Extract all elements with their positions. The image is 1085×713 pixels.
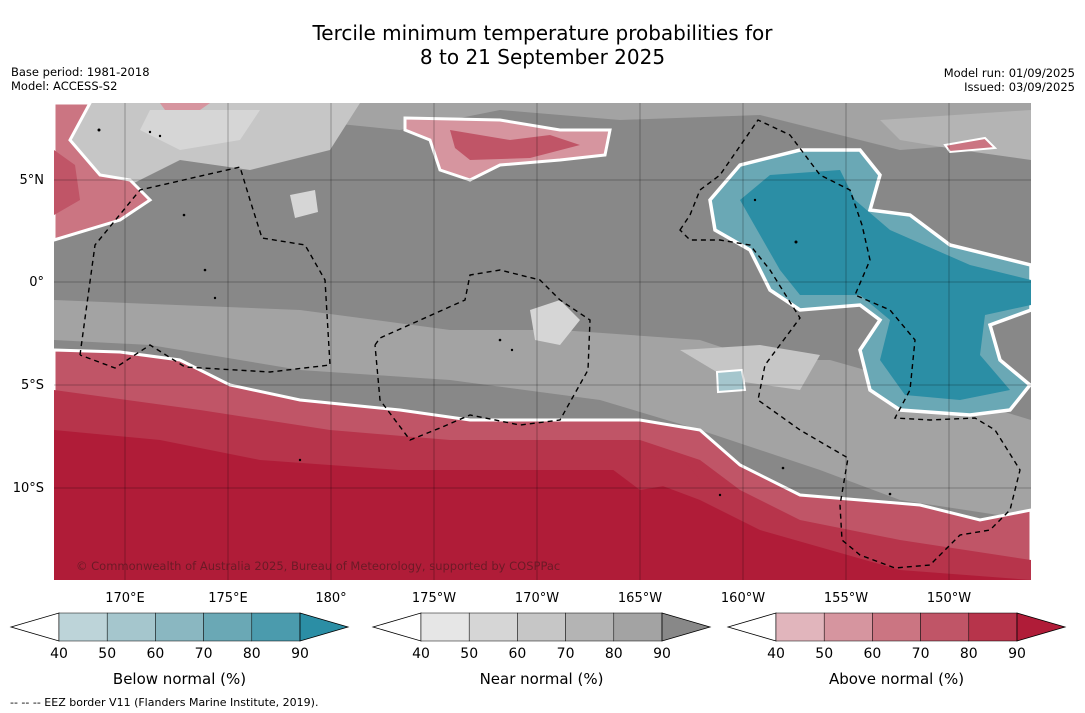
- colorbar-extend-high: [661, 612, 712, 642]
- below-normal-east-core: [740, 170, 1031, 400]
- above-normal-nw-sliver: [160, 103, 210, 110]
- colorbar-tick-label: 80: [243, 646, 261, 662]
- colorbar-tick-label: 90: [653, 646, 671, 662]
- lat-label: 5°N: [20, 173, 45, 188]
- colorbar-segment: [251, 612, 301, 642]
- above-normal-north-core: [450, 130, 580, 160]
- model-run-text: Model run: 01/09/2025: [943, 66, 1075, 80]
- longitude-labels: 170°E 175°E 180° 175°W 170°W 165°W 160°W…: [105, 591, 971, 606]
- colorbar-extend-low: [9, 612, 60, 642]
- lon-label: 180°: [315, 591, 346, 606]
- lat-label: 5°S: [21, 378, 44, 393]
- lon-label: 160°W: [721, 591, 765, 606]
- title-line-2: 8 to 21 September 2025: [419, 45, 666, 69]
- colorbar-segment: [613, 612, 663, 642]
- colorbar-tick-label: 70: [557, 646, 575, 662]
- colorbar-tick-label: 40: [412, 646, 430, 662]
- model-text: Model: ACCESS-S2: [11, 79, 118, 93]
- near-normal-patch-west: [290, 190, 318, 218]
- colorbar-segment: [823, 612, 873, 642]
- colorbar: 40 50 60 70 80 90 Above normal (%): [726, 612, 1067, 688]
- colorbar: 40 50 60 70 80 90 Below normal (%): [9, 612, 350, 688]
- title-line-1: Tercile minimum temperature probabilitie…: [312, 21, 773, 45]
- colorbar-segment: [58, 612, 108, 642]
- colorbar-extend-high: [1016, 612, 1067, 642]
- colorbar-segment: [872, 612, 921, 642]
- latitude-labels: 5°N 0° 5°S 10°S: [13, 173, 44, 496]
- colorbar-tick-label: 50: [98, 646, 116, 662]
- colorbar-segment: [155, 612, 204, 642]
- lat-label: 10°S: [13, 481, 44, 496]
- lon-label: 175°E: [208, 591, 248, 606]
- colorbar-label: Above normal (%): [829, 670, 964, 688]
- lon-label: 175°W: [412, 591, 456, 606]
- colorbar-tick-label: 60: [863, 646, 881, 662]
- above-normal-nw-core: [54, 150, 80, 215]
- colorbars: 40 50 60 70 80 90 Below normal (%) 40 50 60 70 80 90…: [9, 612, 1067, 688]
- above-normal-south-90: [54, 430, 1031, 580]
- colorbar-label: Near normal (%): [480, 670, 604, 688]
- colorbar-tick-label: 50: [460, 646, 478, 662]
- above-normal-patch: [600, 455, 700, 490]
- above-normal-nw: [54, 103, 153, 242]
- above-normal-ne-patch: [943, 136, 998, 154]
- colorbar-tick-label: 40: [50, 646, 68, 662]
- meta-left: Base period: 1981-2018 Model: ACCESS-S2: [11, 65, 150, 93]
- colorbar-label: Below normal (%): [113, 670, 246, 688]
- colorbar-tick-label: 80: [960, 646, 978, 662]
- meta-right: Model run: 01/09/2025 Issued: 03/09/2025: [944, 66, 1075, 94]
- colorbar-segment: [203, 612, 253, 642]
- colorbar-segment: [468, 612, 518, 642]
- near-normal-band-south: [54, 300, 1031, 520]
- below-normal-small-patch: [715, 368, 747, 394]
- colorbar-segment: [920, 612, 970, 642]
- lon-label: 155°W: [824, 591, 868, 606]
- lon-label: 165°W: [618, 591, 662, 606]
- colorbar-tick-label: 60: [508, 646, 526, 662]
- colorbar-tick-label: 50: [815, 646, 833, 662]
- colorbar-segment: [420, 612, 470, 642]
- copyright-text: © Commonwealth of Australia 2025, Bureau…: [76, 559, 560, 573]
- issued-text: Issued: 03/09/2025: [964, 80, 1075, 94]
- near-normal-band-80: [140, 110, 260, 150]
- colorbar-tick-label: 60: [146, 646, 164, 662]
- colorbar-extend-high: [299, 612, 350, 642]
- base-period-text: Base period: 1981-2018: [11, 65, 150, 79]
- colorbar-segment: [106, 612, 156, 642]
- islands: [97, 128, 892, 497]
- lon-label: 170°E: [105, 591, 145, 606]
- lon-label: 150°W: [927, 591, 971, 606]
- colorbar-tick-label: 80: [605, 646, 623, 662]
- colorbar-tick-label: 90: [1008, 646, 1026, 662]
- lon-label: 170°W: [515, 591, 559, 606]
- near-normal-patch-center: [530, 300, 580, 345]
- colorbar-segment: [565, 612, 615, 642]
- probability-map: © Commonwealth of Australia 2025, Bureau…: [54, 103, 1031, 580]
- colorbar-tick-label: 40: [767, 646, 785, 662]
- chart-title: Tercile minimum temperature probabilitie…: [0, 21, 1085, 69]
- colorbar-extend-low: [726, 612, 777, 642]
- eez-borders: [79, 119, 1021, 569]
- colorbar-tick-label: 70: [912, 646, 930, 662]
- colorbar-extend-low: [371, 612, 422, 642]
- colorbar: 40 50 60 70 80 90 Near normal (%): [371, 612, 712, 688]
- near-normal-patch-light: [680, 345, 820, 390]
- colorbar-segment: [517, 612, 566, 642]
- near-normal-band-70: [54, 103, 360, 200]
- colorbar-tick-label: 90: [291, 646, 309, 662]
- eez-footnote: -- -- -- EEZ border V11 (Flanders Marine…: [10, 696, 319, 709]
- lat-label: 0°: [29, 275, 44, 290]
- colorbar-segment: [775, 612, 825, 642]
- colorbar-tick-label: 70: [195, 646, 213, 662]
- colorbar-segment: [968, 612, 1018, 642]
